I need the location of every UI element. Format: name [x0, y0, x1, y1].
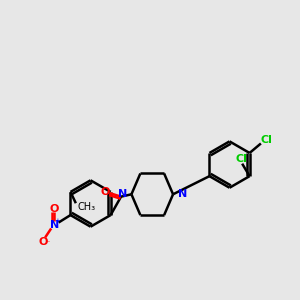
- Text: N: N: [118, 189, 127, 199]
- Text: Cl: Cl: [260, 136, 272, 146]
- Text: O: O: [101, 187, 110, 196]
- Text: O: O: [38, 237, 47, 247]
- Text: N: N: [50, 220, 59, 230]
- Text: CH₃: CH₃: [77, 202, 95, 212]
- Text: ⁻: ⁻: [45, 239, 50, 248]
- Text: O: O: [50, 204, 59, 214]
- Text: Cl: Cl: [235, 154, 247, 164]
- Text: +: +: [55, 218, 61, 224]
- Text: N: N: [178, 189, 187, 199]
